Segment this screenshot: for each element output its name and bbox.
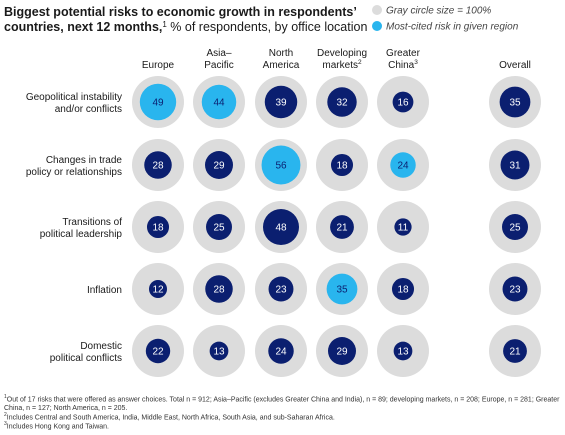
bubble-r1-c1: [205, 151, 233, 179]
bubble-label-r0-c1: 44: [213, 98, 225, 109]
bubble-r0-c0: [139, 83, 177, 121]
bubble-label-r3-c3: 35: [336, 285, 348, 296]
bubble-label-r3-c1: 28: [213, 285, 225, 296]
legend-gray-label: Gray circle size = 100%: [386, 6, 491, 17]
bubble-label-r1-c1: 29: [213, 161, 225, 172]
bubble-label-r0-c5: 35: [509, 98, 521, 109]
bubble-chart: Biggest potential risks to economic grow…: [4, 5, 541, 377]
column-header-4-line-0: Greater: [386, 48, 421, 59]
bubble-label-r2-c4: 11: [398, 223, 409, 234]
bubble-r1-c5: [500, 150, 530, 180]
bubbles: 49 44 39 32 16 35 28 29 56 18 24 31 18 25 48 21 11 25 12 28…: [132, 76, 541, 377]
bubble-r3-c4: [391, 277, 415, 301]
footnote-3: 3Includes Hong Kong and Taiwan.: [4, 421, 110, 431]
row-label-2-line-0: Transitions of: [62, 217, 122, 228]
bubble-label-r3-c2: 23: [275, 285, 287, 296]
chart-title-line-2: countries, next 12 months,1 % of respond…: [4, 20, 367, 35]
bubble-label-r4-c1: 13: [213, 347, 225, 358]
bubble-label-r1-c5: 31: [509, 161, 521, 172]
bubble-label-r2-c5: 25: [509, 223, 521, 234]
bubble-r0-c4: [392, 91, 414, 113]
bubble-r2-c0: [146, 215, 170, 239]
bubble-r4-c0: [145, 338, 171, 364]
bubble-r1-c2: [261, 145, 301, 185]
bubble-r0-c2: [264, 85, 298, 119]
column-header-5-line-0: Overall: [499, 60, 531, 71]
bubble-r0-c1: [201, 84, 237, 120]
row-label-2-line-1: political leadership: [40, 229, 123, 240]
legend-blue-swatch: [372, 21, 382, 31]
column-header-2-line-0: North: [269, 48, 293, 59]
bubble-r3-c2: [268, 276, 294, 302]
bubble-label-r1-c0: 28: [152, 161, 164, 172]
bubble-label-r3-c0: 12: [152, 285, 164, 296]
bubble-r3-c5: [502, 276, 528, 302]
row-label-1-line-0: Changes in trade: [46, 155, 123, 166]
bubble-r3-c0: [148, 279, 168, 299]
column-header-3-line-1: markets2: [322, 59, 362, 71]
bubble-label-r1-c2: 56: [275, 161, 287, 172]
footnote-1: 1Out of 17 risks that were offered as an…: [4, 394, 560, 412]
bubble-label-r2-c1: 25: [213, 223, 225, 234]
bubble-label-r3-c4: 18: [397, 285, 409, 296]
footnote-2: 2Includes Central and South America, Ind…: [4, 412, 335, 422]
bubble-label-r0-c4: 16: [397, 98, 409, 109]
column-header-4-line-1: China3: [388, 59, 418, 71]
column-header-3-line-0: Developing: [317, 48, 367, 59]
bubble-r1-c3: [330, 153, 354, 177]
column-header-2-line-1: America: [263, 60, 300, 71]
bubble-r2-c2: [262, 208, 300, 246]
bubble-label-r4-c2: 24: [275, 347, 287, 358]
row-label-0-line-1: and/or conflicts: [55, 104, 122, 115]
bubble-label-r4-c4: 13: [397, 347, 409, 358]
legend-gray-swatch: [372, 5, 382, 15]
bubble-label-r3-c5: 23: [509, 285, 521, 296]
bubble-label-r4-c5: 21: [509, 347, 521, 358]
bubble-label-r0-c2: 39: [275, 98, 287, 109]
bubble-r4-c5: [503, 339, 527, 363]
bubble-r4-c1: [209, 341, 229, 361]
row-label-1-line-1: policy or relationships: [26, 167, 122, 178]
row-label-4-line-1: political conflicts: [50, 353, 122, 364]
bubble-r0-c3: [327, 87, 357, 117]
bubble-label-r2-c3: 21: [336, 223, 348, 234]
bubble-r0-c5: [499, 86, 531, 118]
bubble-label-r4-c3: 29: [336, 347, 348, 358]
bubble-r4-c2: [268, 338, 294, 364]
legend: Gray circle size = 100% Most-cited risk …: [372, 5, 519, 33]
chart-title-line-1: Biggest potential risks to economic grow…: [4, 5, 357, 19]
bubble-r2-c4: [394, 218, 412, 236]
column-header-0-line-0: Europe: [142, 60, 175, 71]
bubble-r2-c3: [330, 215, 354, 239]
legend-blue-label: Most-cited risk in given region: [386, 22, 519, 33]
bubble-label-r2-c2: 48: [275, 223, 287, 234]
bubble-r3-c3: [326, 273, 358, 305]
bubble-r4-c4: [393, 341, 413, 361]
row-label-4-line-0: Domestic: [80, 341, 122, 352]
bubble-r2-c1: [206, 214, 232, 240]
bubble-r2-c5: [502, 214, 528, 240]
column-header-1-line-0: Asia–: [206, 48, 231, 59]
bubble-label-r0-c3: 32: [336, 98, 348, 109]
bubble-label-r1-c4: 24: [397, 161, 409, 172]
column-header-1-line-1: Pacific: [204, 60, 233, 71]
bubble-label-r4-c0: 22: [152, 347, 164, 358]
bubble-r3-c1: [205, 275, 233, 303]
bubble-label-r0-c0: 49: [152, 98, 164, 109]
row-label-3-line-0: Inflation: [87, 285, 122, 296]
bubble-r1-c4: [390, 152, 416, 178]
bubble-r4-c3: [328, 337, 356, 365]
row-label-0-line-0: Geopolitical instability: [26, 92, 122, 103]
bubble-label-r1-c3: 18: [336, 161, 348, 172]
bubble-label-r2-c0: 18: [152, 223, 164, 234]
bubble-r1-c0: [144, 151, 172, 179]
